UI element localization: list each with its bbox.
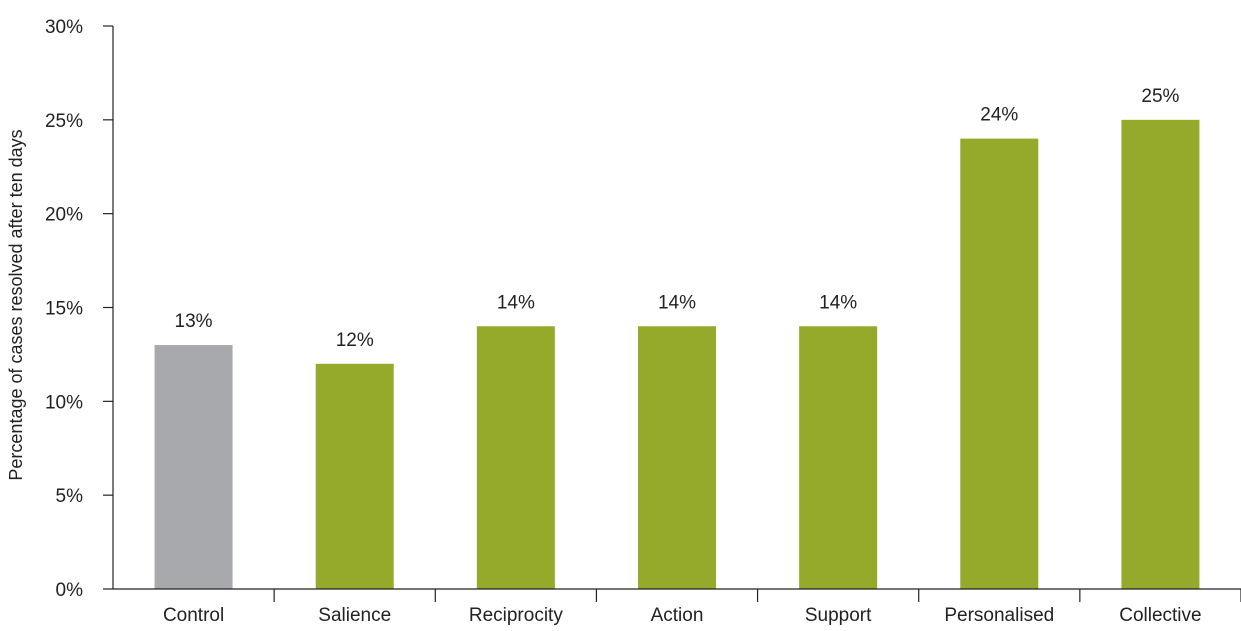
category-label: Collective (1119, 605, 1201, 626)
y-tick-label: 5% (56, 486, 84, 507)
category-label: Personalised (944, 605, 1054, 626)
bars (154, 119, 1200, 589)
category-label: Action (651, 605, 704, 626)
y-tick-label: 0% (56, 580, 84, 601)
bar (315, 363, 394, 589)
category-label: Reciprocity (469, 605, 563, 626)
bar-value-label: 12% (336, 330, 374, 351)
bar-value-label: 14% (819, 292, 857, 313)
y-axis-ticks: 0% 5% 10% 15% 20% 25% 30% (45, 17, 113, 601)
y-tick-label: 20% (45, 205, 83, 226)
bar (799, 326, 878, 589)
category-label: Control (163, 605, 224, 626)
y-tick-label: 30% (45, 17, 83, 38)
bar (154, 345, 233, 589)
bar-value-label: 14% (497, 292, 535, 313)
bar-value-label: 14% (658, 292, 696, 313)
category-labels: Control Salience Reciprocity Action Support P… (163, 589, 1241, 626)
category-label: Salience (318, 605, 391, 626)
bar (476, 326, 555, 589)
y-tick-label: 15% (45, 299, 83, 320)
y-axis-label: Percentage of cases resolved after ten d… (6, 129, 26, 480)
bar (960, 138, 1039, 589)
y-tick-label: 10% (45, 392, 83, 413)
category-label: Support (805, 605, 872, 626)
data-labels: 13% 12% 14% 14% 14% 24% 25% (175, 86, 1180, 351)
bar-value-label: 13% (175, 311, 213, 332)
bar-value-label: 24% (980, 105, 1018, 126)
bar-value-label: 25% (1141, 86, 1179, 107)
bar (638, 326, 716, 589)
bar (1121, 119, 1200, 589)
y-tick-label: 25% (45, 111, 83, 132)
